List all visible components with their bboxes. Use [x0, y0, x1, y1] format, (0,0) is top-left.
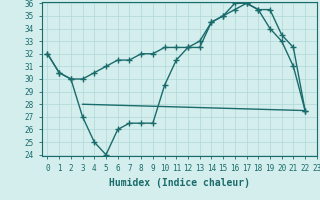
X-axis label: Humidex (Indice chaleur): Humidex (Indice chaleur)	[109, 178, 250, 188]
